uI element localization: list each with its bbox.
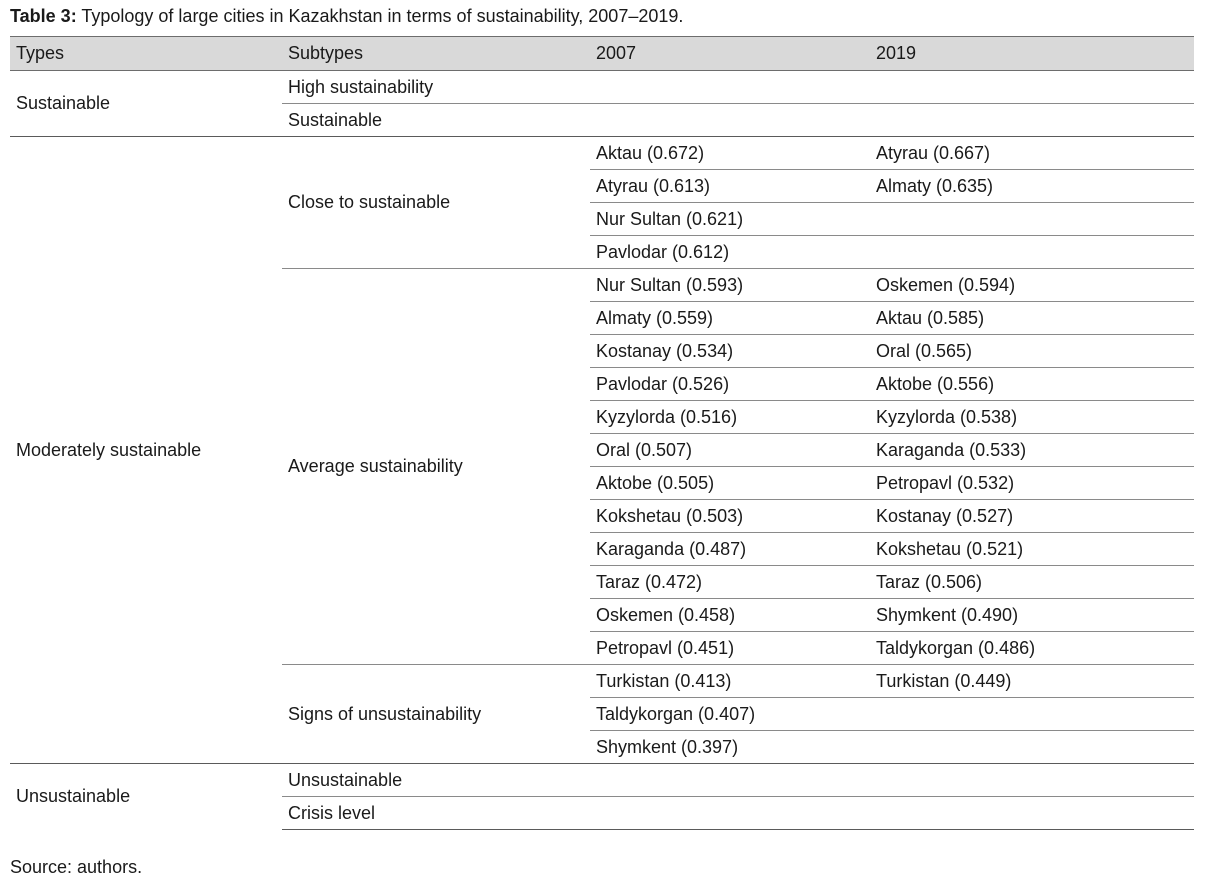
value-cell-2019: Kyzylorda (0.538) [870, 400, 1194, 434]
table-row: Moderately sustainable Close to sustainab… [10, 136, 1194, 764]
value-cell-2007 [590, 763, 870, 797]
value-cell-2019 [870, 796, 1194, 830]
table-row: Unsustainable Unsustainable [10, 763, 1194, 830]
table-row: Sustainable [10, 103, 1194, 137]
header-subtypes: Subtypes [282, 36, 590, 71]
header-2019: 2019 [870, 36, 1194, 71]
value-cell-2007: Kyzylorda (0.516) [590, 400, 870, 434]
value-cell-2007: Kokshetau (0.503) [590, 499, 870, 533]
value-cell-2007: Nur Sultan (0.621) [590, 202, 870, 236]
value-cell-2007: Taraz (0.472) [590, 565, 870, 599]
value-cell-2007: Aktau (0.672) [590, 136, 870, 170]
value-cell-2007: Shymkent (0.397) [590, 730, 870, 764]
table-row: Karaganda (0.487) Kokshetau (0.521) [10, 532, 1194, 566]
table-row: Shymkent (0.397) [10, 730, 1194, 764]
type-cell: Unsustainable [10, 763, 282, 830]
value-cell-2007: Turkistan (0.413) [590, 664, 870, 698]
table-row: Kyzylorda (0.516) Kyzylorda (0.538) [10, 400, 1194, 434]
value-cell-2019 [870, 202, 1194, 236]
value-cell-2019: Oskemen (0.594) [870, 268, 1194, 302]
table-row: Sustainable High sustainability [10, 70, 1194, 137]
subtype-cell: Sustainable [282, 103, 590, 137]
value-cell-2019: Oral (0.565) [870, 334, 1194, 368]
value-cell-2019 [870, 70, 1194, 104]
table-row: Signs of unsustainability Turkistan (0.41… [10, 664, 1194, 764]
value-cell-2019 [870, 235, 1194, 269]
table-row: Kostanay (0.534) Oral (0.565) [10, 334, 1194, 368]
value-cell-2019: Shymkent (0.490) [870, 598, 1194, 632]
value-cell-2007: Pavlodar (0.526) [590, 367, 870, 401]
value-cell-2019 [870, 103, 1194, 137]
value-cell-2007: Karaganda (0.487) [590, 532, 870, 566]
value-cell-2019: Karaganda (0.533) [870, 433, 1194, 467]
table-caption: Table 3: Typology of large cities in Kaz… [10, 5, 683, 27]
table-row: Crisis level [10, 796, 1194, 830]
value-cell-2007: Aktobe (0.505) [590, 466, 870, 500]
table-row: Average sustainability Nur Sultan (0.593)… [10, 268, 1194, 665]
value-cell-2019: Kostanay (0.527) [870, 499, 1194, 533]
value-cell-2019: Atyrau (0.667) [870, 136, 1194, 170]
value-cell-2019: Taldykorgan (0.486) [870, 631, 1194, 665]
value-cell-2007: Oskemen (0.458) [590, 598, 870, 632]
value-cell-2007: Nur Sultan (0.593) [590, 268, 870, 302]
table-row: Oskemen (0.458) Shymkent (0.490) [10, 598, 1194, 632]
value-cell-2007: Petropavl (0.451) [590, 631, 870, 665]
value-cell-2019: Aktobe (0.556) [870, 367, 1194, 401]
table-row: Taldykorgan (0.407) [10, 697, 1194, 731]
table-body: Sustainable High sustainability Sustainabl… [10, 70, 1194, 830]
value-cell-2007: Taldykorgan (0.407) [590, 697, 870, 731]
subtype-cell: Average sustainability [282, 268, 590, 665]
value-cell-2019: Turkistan (0.449) [870, 664, 1194, 698]
value-cell-2019: Taraz (0.506) [870, 565, 1194, 599]
table-row: Kokshetau (0.503) Kostanay (0.527) [10, 499, 1194, 533]
subtype-cell: High sustainability [282, 70, 590, 104]
type-cell: Sustainable [10, 70, 282, 137]
value-cell-2007 [590, 70, 870, 104]
value-cell-2019: Kokshetau (0.521) [870, 532, 1194, 566]
table-caption-label: Table 3: [10, 6, 77, 26]
source-note: Source: authors. [10, 857, 143, 877]
type-cell: Moderately sustainable [10, 136, 282, 764]
value-cell-2007: Pavlodar (0.612) [590, 235, 870, 269]
table-row: Atyrau (0.613) Almaty (0.635) [10, 169, 1194, 203]
table-row: Pavlodar (0.612) [10, 235, 1194, 269]
header-row: Types Subtypes 2007 2019 [10, 36, 1194, 71]
table-row: Pavlodar (0.526) Aktobe (0.556) [10, 367, 1194, 401]
value-cell-2007: Oral (0.507) [590, 433, 870, 467]
table-header: Types Subtypes 2007 2019 [10, 36, 1194, 71]
value-cell-2007: Kostanay (0.534) [590, 334, 870, 368]
subtype-cell: Unsustainable [282, 763, 590, 797]
typology-table: Types Subtypes 2007 2019 Sustainable High… [10, 36, 1194, 830]
value-cell-2007: Atyrau (0.613) [590, 169, 870, 203]
subtype-cell: Close to sustainable [282, 136, 590, 269]
table-row: Almaty (0.559) Aktau (0.585) [10, 301, 1194, 335]
value-cell-2019: Petropavl (0.532) [870, 466, 1194, 500]
value-cell-2007 [590, 103, 870, 137]
table-caption-text: Typology of large cities in Kazakhstan i… [81, 6, 684, 26]
value-cell-2019 [870, 730, 1194, 764]
value-cell-2007 [590, 796, 870, 830]
value-cell-2007: Almaty (0.559) [590, 301, 870, 335]
table-row: Oral (0.507) Karaganda (0.533) [10, 433, 1194, 467]
value-cell-2019 [870, 763, 1194, 797]
value-cell-2019 [870, 697, 1194, 731]
header-types: Types [10, 36, 282, 71]
table-row: Nur Sultan (0.621) [10, 202, 1194, 236]
table-row: Petropavl (0.451) Taldykorgan (0.486) [10, 631, 1194, 665]
table-row: Aktobe (0.505) Petropavl (0.532) [10, 466, 1194, 500]
table-row: Taraz (0.472) Taraz (0.506) [10, 565, 1194, 599]
subtype-cell: Signs of unsustainability [282, 664, 590, 764]
subtype-cell: Crisis level [282, 796, 590, 830]
header-2007: 2007 [590, 36, 870, 71]
value-cell-2019: Aktau (0.585) [870, 301, 1194, 335]
value-cell-2019: Almaty (0.635) [870, 169, 1194, 203]
